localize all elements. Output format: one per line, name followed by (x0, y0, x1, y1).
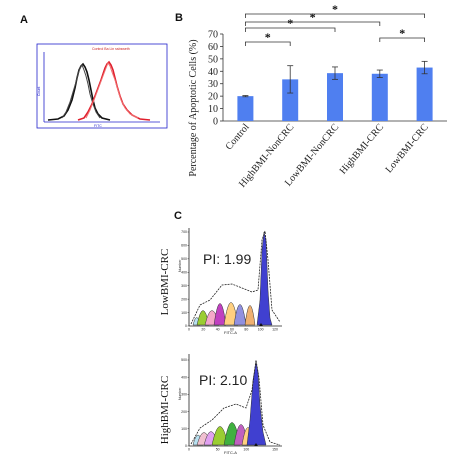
x-tick-label: 120 (272, 328, 278, 332)
y-tick-label: 700 (181, 230, 187, 234)
x-tick-label: 20 (201, 328, 205, 332)
y-tick-label: 30 (208, 79, 218, 90)
peak (223, 422, 241, 446)
x-tick-label: LowBMI-NonCRC (283, 122, 342, 189)
panel-c-plot-2-peaks (190, 359, 281, 446)
x-tick-label: Control (224, 122, 252, 153)
peak (233, 304, 247, 326)
y-tick-label: 400 (181, 270, 187, 274)
x-tick-label: 0 (188, 448, 190, 452)
panel-a-title: Control Ba Lin ssbsweth (92, 47, 130, 51)
significance-star: * (399, 26, 405, 40)
y-tick-label: 70 (208, 30, 218, 41)
peak (203, 431, 219, 446)
triangle-marker-icon (259, 323, 263, 326)
panel-c-plot-1-row-label: LowBMI-CRC (159, 249, 171, 316)
peak (246, 361, 267, 446)
bar (237, 96, 254, 121)
x-tick-label: 100 (258, 328, 264, 332)
peak (233, 424, 249, 446)
y-tick-label: 500 (181, 257, 187, 261)
x-tick-label: 40 (216, 328, 220, 332)
x-tick-label: 60 (230, 328, 234, 332)
significance-bracket (245, 27, 336, 32)
panel-a-frame (36, 43, 168, 129)
bar (282, 79, 299, 121)
y-tick-label: 500 (181, 358, 187, 362)
y-tick-label: 200 (181, 297, 187, 301)
significance-star: * (310, 10, 316, 24)
y-tick-label: 60 (208, 42, 218, 53)
panel-a-treated-curve (77, 60, 151, 121)
significance-bracket (245, 13, 425, 18)
y-tick-label: 200 (181, 410, 187, 414)
y-tick-label: 100 (181, 427, 187, 431)
y-tick-label: 20 (208, 92, 218, 103)
panel-c-plot-2: HighBMI-CRC Number FITC-A 0 100 200 300 400 5… (159, 354, 282, 455)
bar (416, 67, 433, 121)
significance-bracket (379, 37, 425, 42)
y-tick-label: 10 (208, 104, 218, 115)
panel-b-letter: B (175, 12, 183, 24)
significance-star: * (332, 2, 338, 16)
panel-c-plot-1-ylabel: Number (178, 259, 182, 272)
significance-star: * (287, 16, 293, 30)
x-tick-label: 0 (188, 328, 190, 332)
panel-a-control-curve (47, 62, 111, 121)
significance-star: * (265, 30, 271, 44)
x-tick-label: HighBMI-CRC (338, 122, 387, 177)
panel-c-plot-2-ylabel: Number (178, 387, 182, 400)
panel-c-plot-1: LowBMI-CRC Number FITC-A 010020030040050… (159, 228, 282, 335)
x-tick-label: 80 (244, 328, 248, 332)
y-tick-label: 0 (185, 444, 187, 448)
y-tick-label: 300 (181, 393, 187, 397)
y-tick-label: 400 (181, 375, 187, 379)
y-tick-label: 100 (181, 311, 187, 315)
peak (192, 434, 204, 446)
peak (192, 317, 201, 326)
peak (256, 231, 273, 326)
peak (211, 426, 229, 446)
y-tick-label: 50 (208, 54, 218, 65)
panel-a-xlabel: FITC (94, 124, 102, 128)
panel-c-plot-1-peaks (190, 230, 281, 326)
y-tick-label: 0 (185, 324, 187, 328)
bar (371, 73, 388, 121)
peak (223, 302, 239, 326)
significance-bracket (245, 21, 381, 26)
x-tick-label: HighBMI-NonCRC (237, 122, 297, 190)
panel-a-letter: A (20, 14, 28, 26)
peak (241, 427, 255, 446)
x-tick-label: 50 (216, 448, 220, 452)
panel-b-ylabel: Percentage of Apoptotic Cells (%) (188, 39, 199, 176)
bar (327, 73, 343, 121)
peak (196, 432, 212, 446)
x-tick-label: LowBMI-CRC (384, 122, 432, 176)
triangle-marker-icon (254, 443, 258, 446)
x-tick-label: 150 (272, 448, 278, 452)
panel-c-plot-1-pi: PI: 1.99 (203, 251, 251, 267)
y-tick-label: 300 (181, 284, 187, 288)
y-tick-label: 40 (208, 67, 218, 78)
y-tick-label: 600 (181, 244, 187, 248)
y-tick-label: 0 (213, 117, 218, 128)
x-tick-label: 100 (243, 448, 249, 452)
peak (244, 305, 256, 326)
panel-a-ylabel: Count (37, 87, 41, 96)
panel-c-plot-2-pi: PI: 2.10 (199, 372, 247, 388)
panel-c-plot-2-row-label: HighBMI-CRC (159, 376, 171, 444)
panel-c-plot-2-xlabel: FITC-A (224, 450, 237, 455)
peak (204, 310, 220, 326)
peak (213, 303, 227, 326)
panel-c-plot-1-xlabel: FITC-A (224, 330, 237, 335)
significance-bracket (245, 41, 291, 46)
peak (196, 310, 210, 326)
panel-c-letter: C (174, 210, 182, 222)
